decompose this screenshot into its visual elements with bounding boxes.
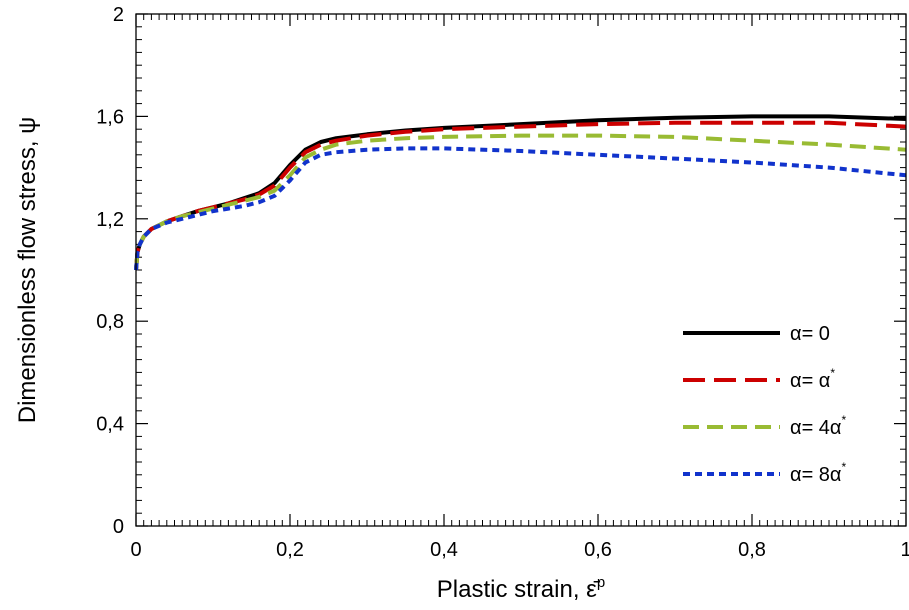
y-tick-label: 0,8 bbox=[96, 311, 124, 333]
series-line-4 bbox=[134, 146, 907, 271]
y-tick-label: 0 bbox=[113, 516, 124, 538]
series-line-1 bbox=[134, 114, 907, 271]
x-tick-label: 0 bbox=[130, 539, 141, 561]
series-lines bbox=[134, 114, 907, 271]
x-tick-label: 1 bbox=[900, 539, 909, 561]
y-axis-title: Dimensionless flow stress, ψ bbox=[14, 117, 41, 424]
y-tick-label: 1,2 bbox=[96, 209, 124, 231]
legend: α= 0 α= α* α= 4α* α= 8α* bbox=[683, 323, 846, 486]
legend-label-3: α= 4α* bbox=[790, 413, 846, 439]
y-tick-label: 1,6 bbox=[96, 106, 124, 128]
x-tick-label: 0,2 bbox=[276, 539, 304, 561]
tick-labels: 0 0,2 0,4 0,6 0,8 1 0 0,4 0,8 1,2 1,6 2 bbox=[96, 4, 909, 561]
x-axis-title: Plastic strain, ε̄p bbox=[437, 574, 605, 603]
y-tick-label: 0,4 bbox=[96, 414, 124, 436]
x-tick-label: 0,4 bbox=[430, 539, 458, 561]
x-axis-title-sup: p bbox=[597, 574, 605, 591]
legend-label-1: α= 0 bbox=[790, 323, 830, 345]
legend-label-4: α= 8α* bbox=[790, 460, 846, 486]
x-tick-label: 0,6 bbox=[584, 539, 612, 561]
legend-label-2: α= α* bbox=[790, 366, 835, 392]
x-tick-label: 0,8 bbox=[738, 539, 766, 561]
axis-ticks bbox=[135, 13, 907, 527]
y-tick-label: 2 bbox=[113, 4, 124, 26]
plot-frame bbox=[135, 13, 907, 527]
x-axis-title-main: Plastic strain, bbox=[437, 576, 586, 603]
